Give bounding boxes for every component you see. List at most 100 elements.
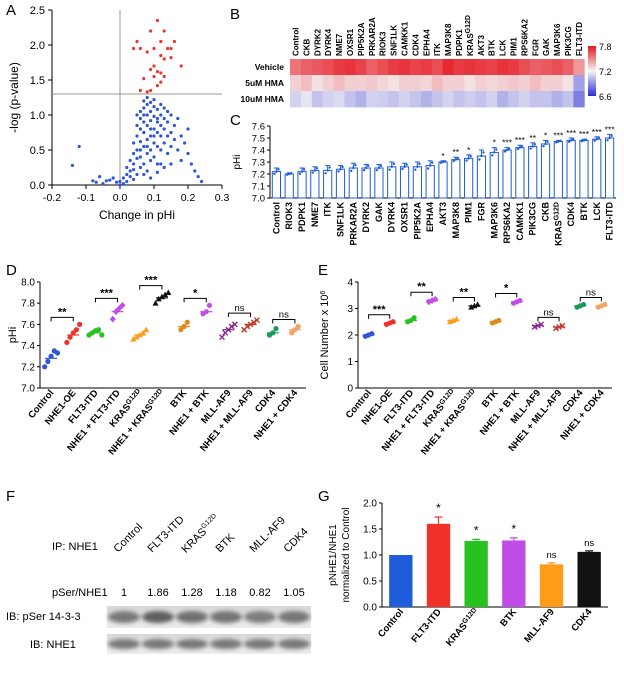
c-point bbox=[503, 150, 507, 153]
a-point bbox=[142, 172, 146, 177]
a-point bbox=[166, 134, 170, 138]
a-point bbox=[135, 134, 139, 138]
c-point bbox=[379, 164, 383, 168]
e-bracket bbox=[410, 291, 433, 297]
a-point-significant bbox=[155, 70, 159, 74]
a-point bbox=[145, 169, 149, 173]
b-column-label: LCK bbox=[499, 39, 508, 56]
c-point bbox=[441, 160, 445, 164]
a-point bbox=[138, 140, 142, 144]
b-heat-cell bbox=[464, 75, 476, 92]
c-significance: * bbox=[544, 130, 548, 140]
b-heat-cell bbox=[399, 91, 411, 108]
e-bracket bbox=[537, 316, 560, 322]
c-point bbox=[608, 136, 611, 140]
a-point bbox=[125, 172, 129, 177]
e-bracket bbox=[368, 314, 391, 319]
band-nhe1 bbox=[108, 639, 140, 649]
a-point bbox=[176, 148, 180, 152]
b-column-label: OXSR1 bbox=[346, 28, 355, 56]
b-row-label: 10uM HMA bbox=[241, 94, 284, 104]
a-point bbox=[169, 113, 173, 117]
c-point bbox=[298, 172, 302, 175]
b-column-label: MAP3K6 bbox=[553, 23, 562, 56]
c-point bbox=[313, 169, 317, 172]
a-point bbox=[132, 141, 136, 145]
b-column-label: KRASG12D bbox=[464, 15, 475, 56]
b-heat-cell bbox=[355, 91, 367, 108]
d-point bbox=[273, 326, 279, 332]
c-ytick-label: 7.4 bbox=[252, 146, 265, 157]
c-point bbox=[350, 169, 353, 173]
a-point bbox=[101, 182, 105, 186]
d-point bbox=[162, 291, 169, 298]
a-point-significant bbox=[172, 39, 176, 44]
c-point bbox=[416, 165, 419, 168]
a-point bbox=[152, 134, 156, 138]
band-nhe1 bbox=[278, 639, 310, 649]
a-point bbox=[145, 113, 149, 117]
b-heat-cell bbox=[486, 75, 498, 92]
b-color-scale bbox=[588, 46, 596, 96]
d-point bbox=[54, 350, 61, 356]
b-heat-cell bbox=[355, 75, 367, 92]
a-point bbox=[166, 120, 170, 124]
a-point bbox=[128, 175, 132, 179]
d-point-stroke bbox=[228, 323, 235, 330]
c-bar bbox=[425, 165, 435, 199]
bar-chart-c-panel: 7.0 7.1 7.2 7.3 7.4 7.5 7.6 pHi Control RIOK3 PDPK… bbox=[230, 112, 624, 258]
e-ytick-label: 4 bbox=[347, 278, 353, 289]
b-scale-label: 6.6 bbox=[599, 92, 612, 102]
a-point bbox=[155, 120, 159, 124]
b-heat-cell bbox=[508, 75, 520, 92]
volcano-plot-panel: 0.0 0.5 1.0 1.5 2.0 2.5 -0.2 -0.1 0.0 0.1 0.2 0.3 Ch… bbox=[0, 0, 230, 230]
c-point bbox=[326, 169, 329, 172]
c-point bbox=[418, 162, 421, 166]
c-bar bbox=[412, 166, 422, 199]
b-heat-cell bbox=[344, 59, 356, 76]
d-significance: ns bbox=[234, 303, 244, 314]
g-bar bbox=[502, 540, 526, 607]
a-point bbox=[77, 144, 81, 149]
a-point bbox=[135, 123, 139, 128]
e-significance: *** bbox=[373, 304, 387, 316]
c-point bbox=[520, 144, 524, 148]
d-point bbox=[96, 327, 102, 333]
b-heat-cell bbox=[290, 91, 302, 108]
c-ytick-label: 7.0 bbox=[252, 194, 265, 205]
d-point bbox=[42, 364, 48, 370]
b-heat-cell bbox=[333, 59, 345, 76]
c-point bbox=[300, 170, 304, 173]
b-heat-cell bbox=[453, 91, 465, 108]
b-heat-cell bbox=[355, 59, 367, 76]
g-ytick-label: 2.0 bbox=[363, 499, 377, 510]
c-bar bbox=[348, 167, 358, 199]
a-point bbox=[128, 158, 132, 163]
c-category-label: AKT3 bbox=[438, 202, 448, 226]
b-heat-cell bbox=[431, 75, 443, 92]
c-ylabel: pHi bbox=[232, 154, 243, 169]
b-column-label: PIM1 bbox=[509, 37, 518, 56]
c-bar bbox=[604, 137, 615, 199]
panel-label-f: F bbox=[6, 488, 16, 505]
c-point bbox=[580, 139, 584, 143]
scatter-chart-d: 7.07.27.47.67.88.0pHiControlNHE1-OEFLT3-… bbox=[7, 275, 306, 457]
b-heat-cell bbox=[420, 59, 433, 76]
b-heat-cell bbox=[388, 91, 400, 108]
g-category-label: FLT3-ITD bbox=[409, 607, 444, 645]
b-heat-cell bbox=[377, 91, 389, 108]
d-point bbox=[231, 321, 238, 328]
c-significance: *** bbox=[566, 128, 577, 138]
band-pser bbox=[176, 611, 208, 623]
a-point bbox=[135, 148, 139, 152]
d-point bbox=[119, 301, 126, 309]
panel-label-g: G bbox=[318, 488, 330, 505]
panel-label-c: C bbox=[230, 112, 241, 129]
g-significance: * bbox=[511, 522, 516, 536]
a-point-significant bbox=[145, 90, 149, 94]
band-pser bbox=[142, 611, 174, 623]
ratio-value: 1.18 bbox=[215, 587, 237, 599]
a-point bbox=[145, 137, 149, 142]
b-heat-cell bbox=[409, 75, 422, 92]
b-heat-cell bbox=[300, 59, 313, 76]
